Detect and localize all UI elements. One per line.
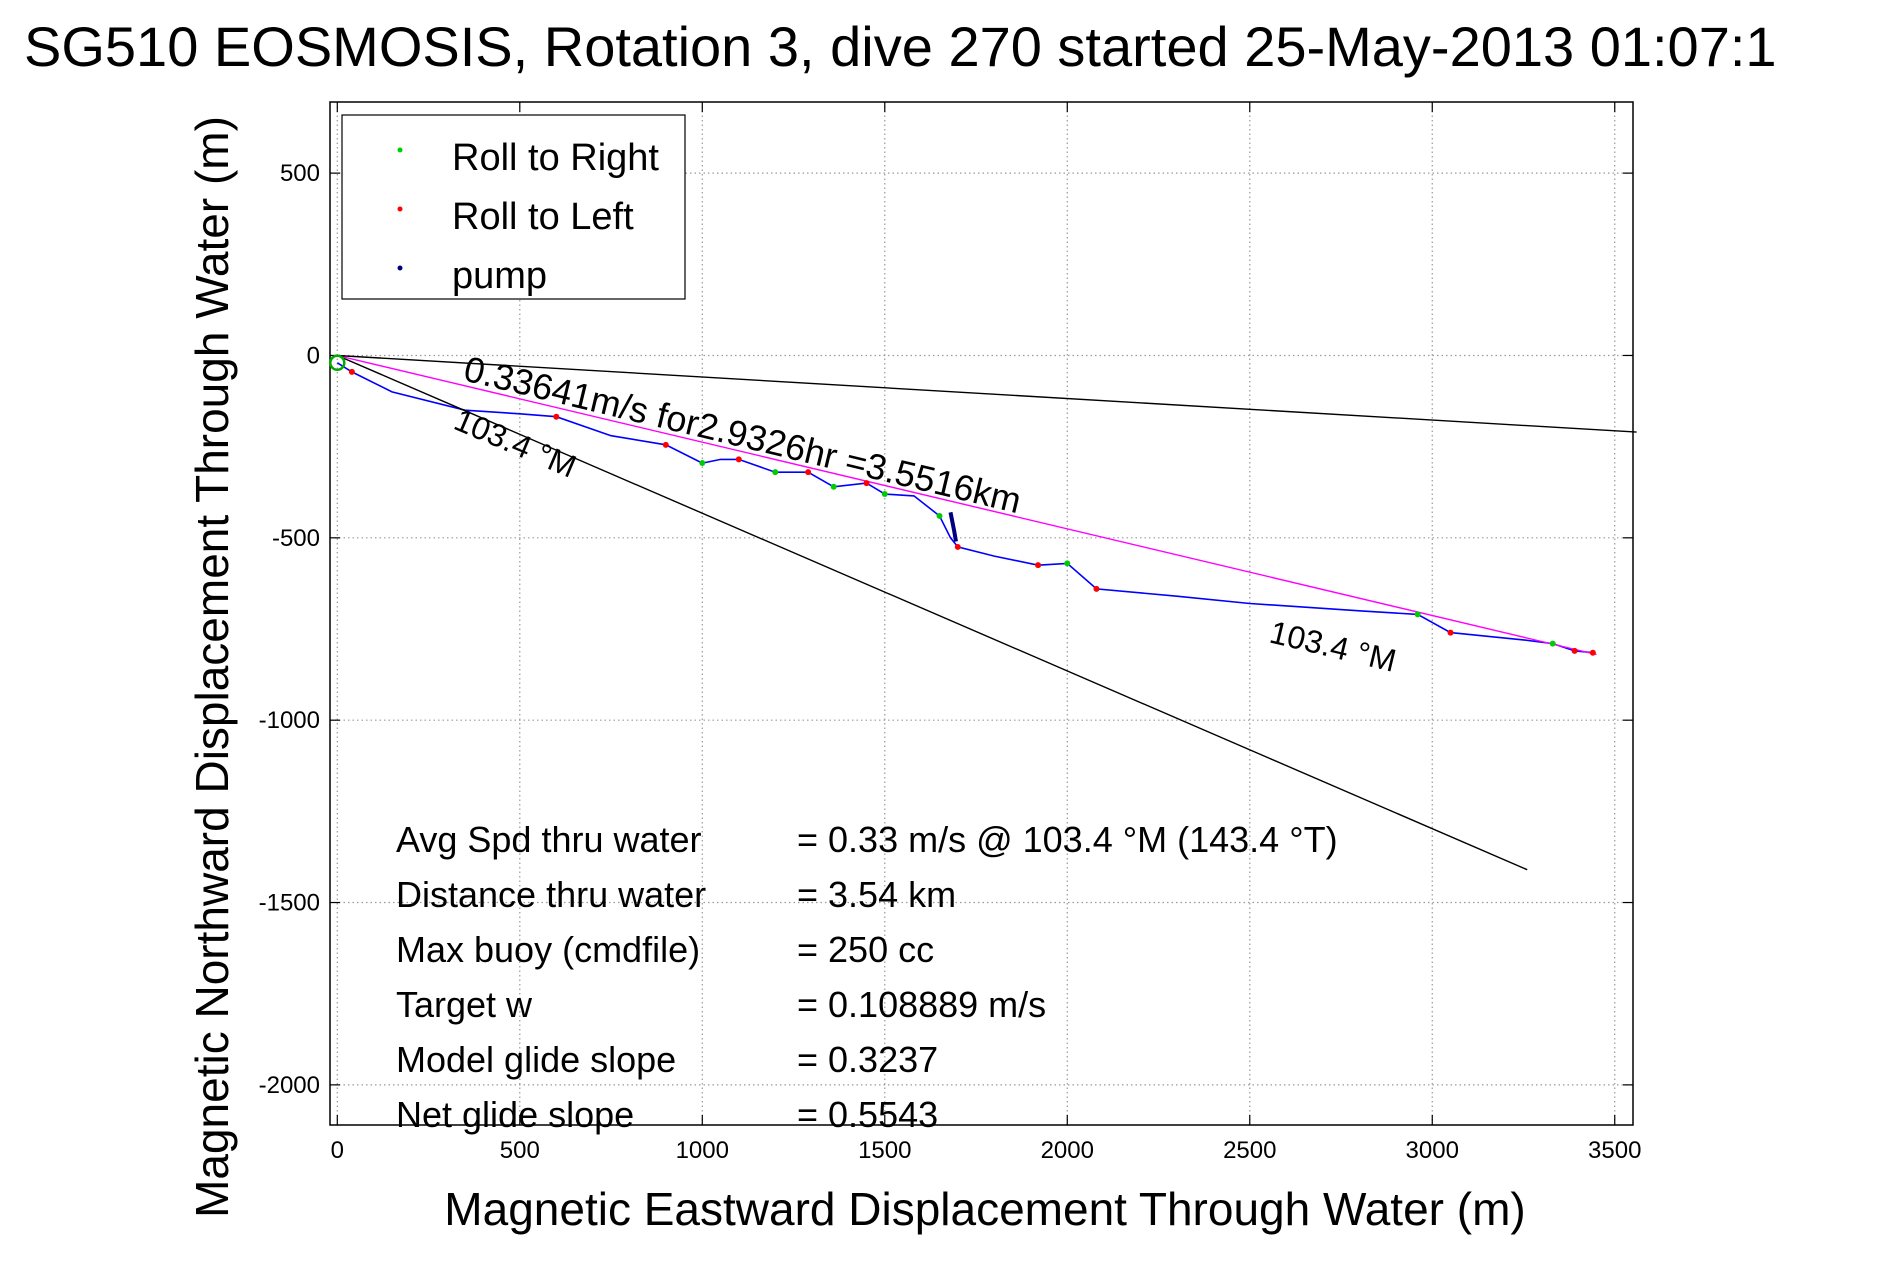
y-axis-label: Magnetic Northward Displacement Through … <box>186 116 238 1218</box>
stat-value: = 0.5543 <box>797 1094 938 1135</box>
x-tick-label: 0 <box>331 1137 344 1164</box>
y-tick-label: -1000 <box>259 707 320 734</box>
x-tick-label: 1000 <box>676 1137 729 1164</box>
x-axis-label: Magnetic Eastward Displacement Through W… <box>444 1183 1525 1235</box>
stat-label: Max buoy (cmdfile) <box>396 929 700 970</box>
stat-value: = 0.108889 m/s <box>797 984 1046 1025</box>
net-track-line <box>337 354 1597 656</box>
pump-point <box>948 511 958 542</box>
roll-left-point <box>1093 585 1100 592</box>
stat-value: = 3.54 km <box>797 874 956 915</box>
stat-label: Target w <box>396 984 533 1025</box>
y-tick-label: -1500 <box>259 890 320 917</box>
y-tick-label: -500 <box>272 525 320 552</box>
x-tick-label: 2000 <box>1041 1137 1094 1164</box>
roll-right-point <box>1549 640 1556 647</box>
legend-marker <box>397 147 403 153</box>
roll-left-point <box>662 441 669 448</box>
glider-track-line <box>336 362 1593 654</box>
heading-ray-line <box>337 354 1528 871</box>
roll-left-point <box>1571 647 1578 654</box>
y-tick-label: 0 <box>307 342 320 369</box>
roll-right-point <box>830 483 837 490</box>
stat-label: Net glide slope <box>396 1094 634 1135</box>
roll-right-point <box>1064 560 1071 567</box>
legend-marker <box>397 206 403 212</box>
roll-left-point <box>805 469 812 476</box>
chart-title: SG510 EOSMOSIS, Rotation 3, dive 270 sta… <box>24 15 1777 78</box>
legend-label: pump <box>452 255 547 297</box>
stat-label: Avg Spd thru water <box>396 819 702 860</box>
y-tick-label: 500 <box>280 160 320 187</box>
roll-right-point <box>772 469 779 476</box>
roll-left-point <box>348 368 355 375</box>
stat-label: Distance thru water <box>396 874 706 915</box>
heading-ray-line <box>337 354 1637 433</box>
roll-right-point <box>1414 611 1421 618</box>
roll-left-point <box>1035 562 1042 569</box>
stat-value: = 0.33 m/s @ 103.4 °M (143.4 °T) <box>797 819 1338 860</box>
roll-left-point <box>1447 629 1454 636</box>
start-marker <box>329 354 346 372</box>
y-tick-label: -2000 <box>259 1072 320 1099</box>
roll-right-point <box>936 512 943 519</box>
plot-frame <box>329 101 1634 1126</box>
x-tick-label: 500 <box>500 1137 540 1164</box>
stat-value: = 250 cc <box>797 929 934 970</box>
roll-left-point <box>553 413 560 420</box>
roll-left-point <box>954 543 961 550</box>
roll-right-point <box>699 460 706 467</box>
x-tick-label: 1500 <box>858 1137 911 1164</box>
legend-label: Roll to Right <box>452 137 659 179</box>
x-tick-label: 2500 <box>1223 1137 1276 1164</box>
roll-left-point <box>863 480 870 487</box>
x-tick-label: 3000 <box>1406 1137 1459 1164</box>
legend-marker <box>397 265 403 271</box>
roll-left-point <box>735 456 742 463</box>
x-tick-label: 3500 <box>1588 1137 1641 1164</box>
stat-label: Model glide slope <box>396 1039 676 1080</box>
legend-label: Roll to Left <box>452 196 634 238</box>
roll-left-point <box>1589 649 1596 656</box>
stat-value: = 0.3237 <box>797 1039 938 1080</box>
roll-right-point <box>881 491 888 498</box>
